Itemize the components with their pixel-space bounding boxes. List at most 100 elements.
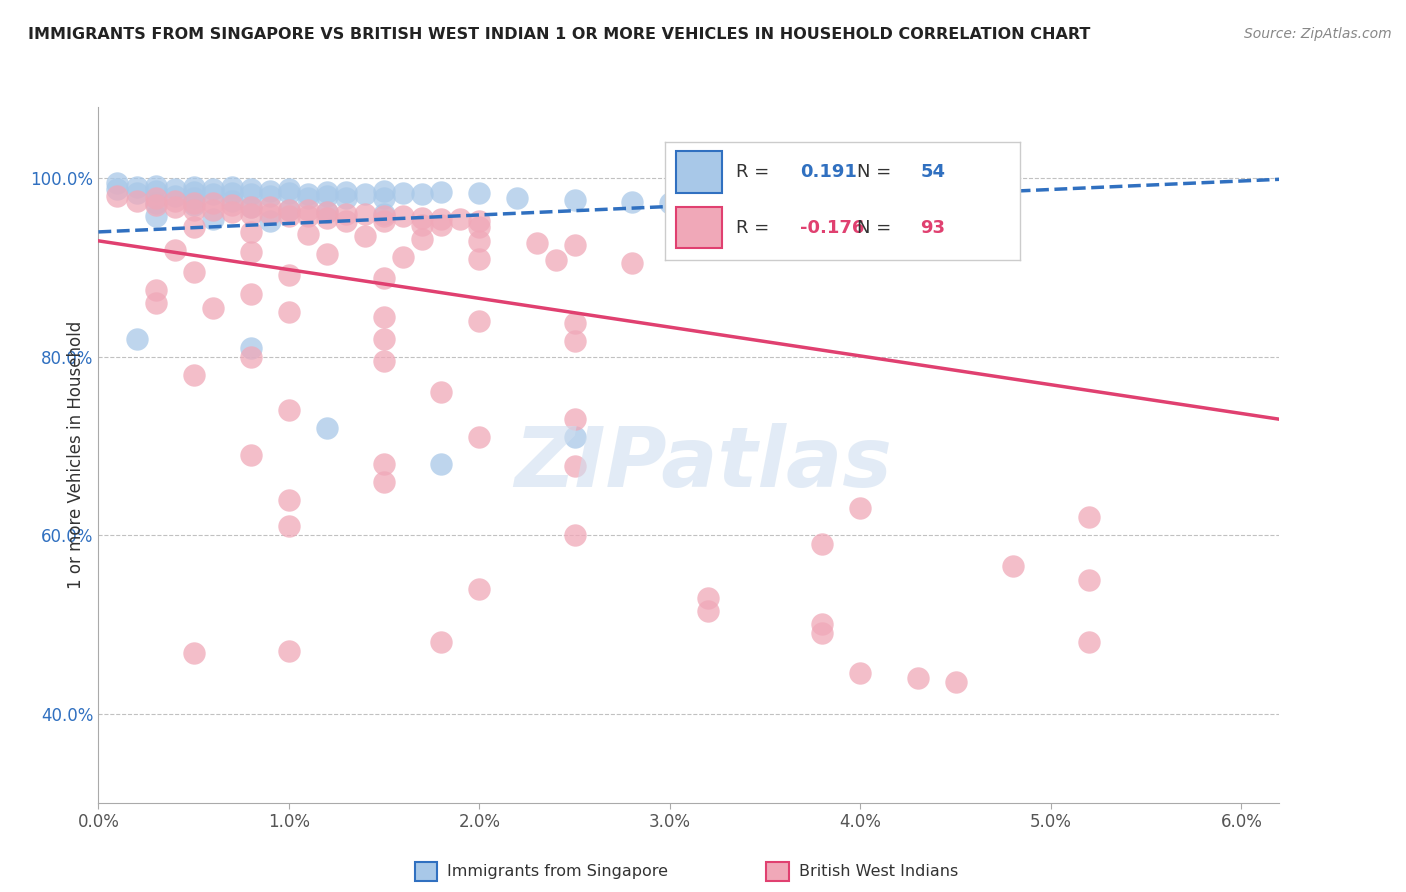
Point xyxy=(430,457,453,471)
Point xyxy=(239,200,262,214)
FancyBboxPatch shape xyxy=(676,152,723,193)
Point xyxy=(163,200,186,214)
Point xyxy=(125,186,148,200)
Point xyxy=(259,184,281,198)
Point xyxy=(183,185,205,199)
Point xyxy=(125,332,148,346)
Point xyxy=(201,211,224,226)
Point xyxy=(183,196,205,211)
Point xyxy=(297,191,319,205)
Point xyxy=(1078,635,1101,649)
Point xyxy=(183,646,205,660)
Point xyxy=(145,198,167,212)
Point xyxy=(335,207,357,221)
Point xyxy=(277,519,299,533)
Point xyxy=(849,234,872,248)
Point xyxy=(239,187,262,202)
Point xyxy=(145,191,167,205)
Point xyxy=(239,207,262,221)
Point xyxy=(449,211,471,226)
Point xyxy=(849,501,872,516)
Point xyxy=(277,202,299,217)
FancyBboxPatch shape xyxy=(676,207,723,248)
Point xyxy=(658,196,681,211)
Point xyxy=(221,205,243,219)
Point xyxy=(221,194,243,208)
Point xyxy=(107,189,129,203)
Text: ZIPatlas: ZIPatlas xyxy=(515,424,891,504)
Point xyxy=(411,187,433,202)
Point xyxy=(316,205,339,219)
Text: Source: ZipAtlas.com: Source: ZipAtlas.com xyxy=(1244,27,1392,41)
Point xyxy=(354,229,377,244)
Point xyxy=(373,475,395,489)
Point xyxy=(620,256,643,270)
Point xyxy=(373,184,395,198)
Point xyxy=(468,214,491,228)
Point xyxy=(239,287,262,301)
Point xyxy=(468,220,491,235)
Point xyxy=(221,180,243,194)
Point xyxy=(259,200,281,214)
Point xyxy=(145,296,167,310)
Point xyxy=(163,189,186,203)
Point xyxy=(316,189,339,203)
Point xyxy=(564,458,586,473)
Y-axis label: 1 or more Vehicles in Household: 1 or more Vehicles in Household xyxy=(66,321,84,589)
Point xyxy=(335,185,357,199)
Point xyxy=(468,582,491,596)
Point xyxy=(564,412,586,426)
Point xyxy=(259,207,281,221)
Point xyxy=(373,354,395,368)
Point xyxy=(335,191,357,205)
Point xyxy=(392,209,415,223)
Point xyxy=(183,220,205,235)
Point xyxy=(373,191,395,205)
Point xyxy=(239,200,262,214)
Point xyxy=(277,182,299,196)
Point xyxy=(1078,510,1101,524)
Point xyxy=(373,214,395,228)
Point xyxy=(506,191,529,205)
Text: Immigrants from Singapore: Immigrants from Singapore xyxy=(447,864,668,879)
Point xyxy=(145,184,167,198)
Point xyxy=(430,218,453,232)
Text: -0.176: -0.176 xyxy=(800,219,865,236)
Point xyxy=(277,492,299,507)
Point xyxy=(277,305,299,319)
Point xyxy=(239,182,262,196)
Point xyxy=(564,193,586,207)
Point xyxy=(373,310,395,324)
Point xyxy=(239,244,262,259)
Point xyxy=(411,218,433,232)
Point xyxy=(221,186,243,200)
Point xyxy=(373,209,395,223)
Point xyxy=(163,182,186,196)
Point xyxy=(697,604,720,618)
Point xyxy=(107,176,129,190)
Point xyxy=(697,591,720,605)
Point xyxy=(163,243,186,257)
Point xyxy=(430,385,453,400)
Text: 0.191: 0.191 xyxy=(800,163,856,181)
Point xyxy=(620,194,643,209)
Point xyxy=(430,185,453,199)
Point xyxy=(277,209,299,223)
Point xyxy=(107,182,129,196)
Point xyxy=(145,196,167,211)
Point xyxy=(411,232,433,246)
Point xyxy=(373,207,395,221)
Point xyxy=(811,537,834,551)
Point xyxy=(201,202,224,217)
Point xyxy=(145,283,167,297)
Point xyxy=(183,202,205,217)
Point xyxy=(277,644,299,658)
Point xyxy=(163,194,186,208)
Point xyxy=(468,234,491,248)
Point xyxy=(183,191,205,205)
Point xyxy=(297,209,319,223)
Point xyxy=(849,666,872,681)
Point xyxy=(430,211,453,226)
Point xyxy=(316,421,339,435)
Point xyxy=(183,198,205,212)
